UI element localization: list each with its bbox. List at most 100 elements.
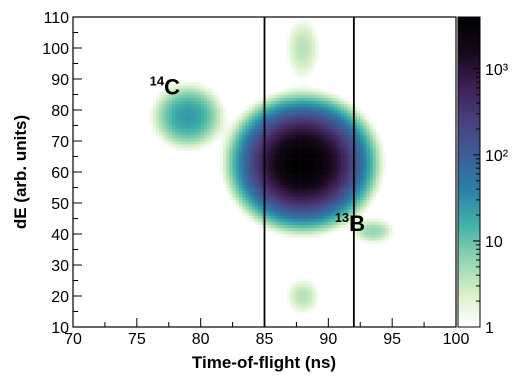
heatmap-cell <box>299 103 304 108</box>
heatmap-cell <box>238 128 243 132</box>
heatmap-cell <box>353 209 358 213</box>
heatmap-cell <box>242 156 246 160</box>
heatmap-cell <box>290 305 294 309</box>
heatmap-cell <box>286 97 291 101</box>
heatmap-cell <box>328 162 332 167</box>
heatmap-cell <box>305 156 310 160</box>
heatmap-cell <box>302 103 307 108</box>
heatmap-cell <box>369 190 374 194</box>
heatmap-cell <box>318 156 323 160</box>
heatmap-cell <box>235 162 240 167</box>
heatmap-cell <box>223 159 227 163</box>
heatmap-cell <box>290 113 294 117</box>
heatmap-cell <box>213 122 217 126</box>
heatmap-cell <box>334 131 339 136</box>
heatmap-cell <box>286 234 291 238</box>
heatmap-cell <box>283 147 288 151</box>
heatmap-cell <box>274 209 278 213</box>
heatmap-cell <box>360 119 364 123</box>
heatmap-cell <box>296 184 300 188</box>
heatmap-cell <box>229 134 233 139</box>
heatmap-cell <box>334 196 339 201</box>
heatmap-cell <box>232 193 237 198</box>
heatmap-cell <box>334 97 339 101</box>
heatmap-cell <box>331 125 336 129</box>
heatmap-cell <box>315 106 320 111</box>
heatmap-cell <box>168 97 173 101</box>
heatmap-cell <box>264 131 268 136</box>
heatmap-cell <box>216 122 221 126</box>
heatmap-cell <box>242 196 246 201</box>
heatmap-cell <box>341 119 345 123</box>
heatmap-cell <box>258 110 262 114</box>
heatmap-cell <box>369 156 374 160</box>
heatmap-cell <box>325 113 329 117</box>
heatmap-cell <box>347 137 351 142</box>
heatmap-cell <box>363 240 367 244</box>
heatmap-cell <box>305 134 310 139</box>
heatmap-cell <box>305 122 310 126</box>
heatmap-cell <box>357 196 361 201</box>
heatmap-cell <box>261 116 265 120</box>
heatmap-cell <box>353 237 358 241</box>
heatmap-cell <box>283 224 288 229</box>
heatmap-cell <box>162 103 166 108</box>
heatmap-cell <box>312 227 316 232</box>
heatmap-cell <box>280 159 284 163</box>
heatmap-cell <box>277 147 281 151</box>
heatmap-cell <box>350 193 355 198</box>
heatmap-cell <box>357 156 361 160</box>
heatmap-cell <box>258 125 262 129</box>
heatmap-cell <box>293 221 297 225</box>
heatmap-cell <box>299 203 304 207</box>
heatmap-cell <box>321 110 326 114</box>
heatmap-cell <box>290 48 294 52</box>
heatmap-cell <box>254 125 259 129</box>
heatmap-cell <box>353 137 358 142</box>
heatmap-cell <box>155 97 160 101</box>
heatmap-cell <box>312 147 316 151</box>
heatmap-cell <box>373 153 377 157</box>
heatmap-cell <box>280 94 284 98</box>
heatmap-cell <box>360 230 364 235</box>
heatmap-cell <box>264 119 268 123</box>
heatmap-cell <box>232 181 237 185</box>
heatmap-cell <box>309 292 313 297</box>
heatmap-cell <box>305 196 310 201</box>
heatmap-cell <box>328 196 332 201</box>
heatmap-cell <box>223 116 227 120</box>
heatmap-cell <box>219 162 224 167</box>
heatmap-cell <box>229 147 233 151</box>
heatmap-cell <box>162 137 166 142</box>
heatmap-cell <box>277 125 281 129</box>
heatmap-cell <box>290 125 294 129</box>
heatmap-cell <box>366 147 371 151</box>
heatmap-cell <box>216 97 221 101</box>
heatmap-cell <box>178 141 182 145</box>
heatmap-cell <box>245 178 249 182</box>
heatmap-cell <box>337 168 342 173</box>
heatmap-cell <box>296 94 300 98</box>
heatmap-cell <box>379 175 383 179</box>
heatmap-cell <box>302 181 307 185</box>
heatmap-cell <box>280 103 284 108</box>
heatmap-cell <box>258 141 262 145</box>
heatmap-cell <box>357 193 361 198</box>
heatmap-cell <box>293 187 297 191</box>
heatmap-cell <box>277 100 281 105</box>
heatmap-cell <box>175 122 179 126</box>
heatmap-cell <box>315 100 320 105</box>
heatmap-cell <box>194 116 198 120</box>
heatmap-cell <box>293 165 297 170</box>
heatmap-cell <box>321 156 326 160</box>
heatmap-cell <box>353 212 358 216</box>
heatmap-cell <box>258 224 262 229</box>
heatmap-cell <box>350 234 355 238</box>
heatmap-cell <box>191 88 195 92</box>
heatmap-cell <box>357 178 361 182</box>
heatmap-cell <box>337 144 342 148</box>
heatmap-cell <box>302 66 307 70</box>
heatmap-cell <box>165 91 170 95</box>
heatmap-cell <box>277 144 281 148</box>
heatmap-cell <box>168 134 173 139</box>
